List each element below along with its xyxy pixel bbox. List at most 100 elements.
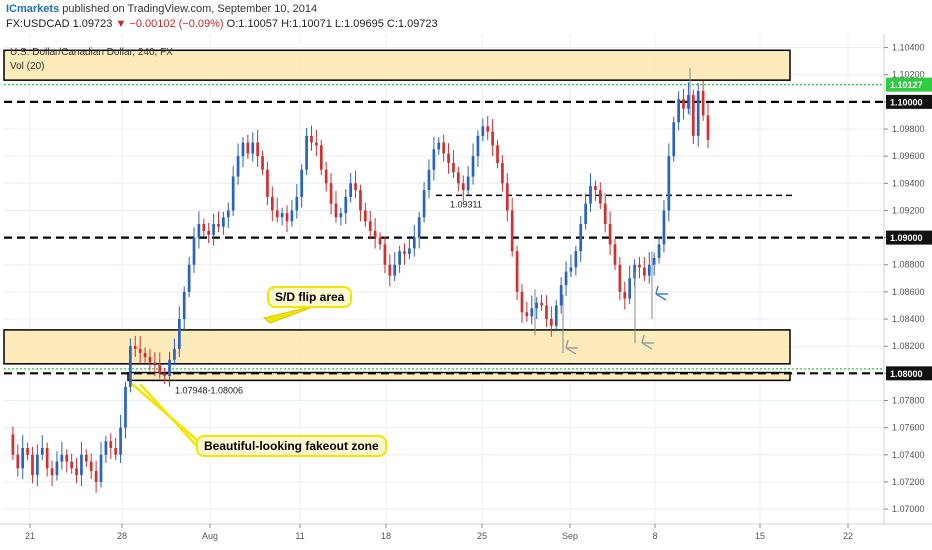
time-tick-label: 28: [117, 531, 127, 541]
candle-body: [564, 271, 568, 286]
candle-body: [554, 305, 558, 326]
candle-body: [584, 203, 587, 225]
candle-body: [231, 176, 235, 211]
candle-body: [613, 244, 617, 265]
candle-body: [452, 162, 455, 173]
candle-body: [26, 447, 29, 455]
candle-body: [261, 156, 264, 170]
sd-flip-pointer: [262, 304, 319, 324]
price-label: 1.10000: [890, 97, 923, 107]
price-tick-label: 1.09800: [892, 124, 925, 134]
price-tick-label: 1.10200: [892, 70, 925, 80]
candle-body: [187, 264, 191, 292]
candle-body: [21, 447, 25, 469]
candle-body: [466, 176, 470, 191]
symbol-line: FX:USDCAD 1.09723 ▼ −0.00102 (−0.09%) O:…: [6, 18, 438, 30]
candle-body: [638, 264, 641, 268]
time-tick-label: 25: [477, 531, 487, 541]
candle-body: [603, 203, 607, 225]
candle-body: [168, 359, 171, 377]
candle-body: [550, 319, 553, 326]
candle-body: [437, 142, 441, 150]
candle-body: [99, 454, 103, 482]
candle-body: [363, 210, 367, 222]
candle-body: [457, 172, 460, 184]
candle-body: [559, 285, 563, 306]
gray-arrow: [641, 334, 654, 350]
candle-body: [31, 454, 34, 476]
candle-body: [212, 224, 215, 235]
candle-body: [148, 357, 152, 363]
candle-body: [662, 210, 666, 245]
price-change: ▼ −0.00102 (−0.09%): [115, 18, 224, 30]
time-tick-label: 22: [843, 531, 853, 541]
price-label-box: [886, 230, 932, 245]
candle-body: [344, 196, 348, 214]
candle-body: [310, 135, 313, 143]
symbol: FX:USDCAD: [6, 18, 70, 30]
sd-flip-label: S/D flip area: [267, 286, 353, 308]
price-label: 1.08000: [890, 369, 923, 379]
candle-body: [594, 186, 597, 191]
time-axis: [0, 524, 932, 550]
candle-body: [383, 244, 387, 265]
candle-body: [222, 217, 225, 227]
candle-body: [11, 434, 15, 455]
candle-body: [515, 251, 519, 292]
candle-body: [486, 126, 490, 132]
candle-body: [158, 365, 162, 374]
chart-header: ICmarkets published on TradingView.com, …: [0, 0, 932, 34]
brand-name[interactable]: ICmarkets: [6, 3, 60, 15]
price-tick-label: 1.10400: [892, 43, 925, 53]
candle-body: [618, 264, 622, 292]
candle-body: [50, 468, 54, 476]
candle-body: [16, 454, 20, 469]
candle-body: [315, 142, 318, 146]
price-tick-label: 1.08800: [892, 260, 925, 270]
candle-body: [153, 362, 157, 366]
candle-body: [608, 224, 612, 245]
candle-body: [505, 183, 509, 211]
candle-body: [197, 224, 201, 238]
candle-body: [628, 278, 632, 299]
candle-body: [217, 224, 220, 227]
candle-body: [334, 203, 338, 218]
candle-body: [119, 427, 122, 455]
candle-body: [535, 302, 539, 309]
zone-2: [3, 329, 791, 365]
candle-body: [226, 210, 230, 218]
candle-body: [530, 308, 534, 317]
candle-body: [432, 149, 436, 170]
candle-body: [36, 454, 39, 476]
candle-body: [109, 441, 113, 448]
plot-background: [4, 34, 884, 524]
candle-body: [706, 115, 710, 140]
candle-body: [520, 291, 524, 313]
candle-body: [652, 257, 656, 265]
time-tick-label: 8: [652, 531, 657, 541]
candle-body: [378, 237, 382, 245]
candle-body: [589, 186, 592, 204]
price-tick-label: 1.07600: [892, 423, 925, 433]
candle-body: [173, 348, 176, 360]
candle-body: [138, 348, 142, 353]
time-tick-label: 11: [295, 531, 304, 541]
ohlc-values: O:1.10057 H:1.10071 L:1.09695 C:1.09723: [226, 18, 438, 30]
price-tick-label: 1.08600: [892, 287, 925, 297]
candle-body: [89, 461, 93, 472]
candle-body: [349, 183, 353, 197]
candle-body: [246, 142, 250, 154]
candle-body: [319, 145, 323, 170]
candle-body: [623, 291, 627, 299]
candle-body: [60, 454, 64, 462]
candle-body: [84, 454, 88, 462]
gray-arrow: [565, 339, 578, 355]
candle-body: [280, 213, 284, 218]
candle-body: [182, 291, 186, 320]
candle-body: [569, 267, 573, 272]
published-text: published on TradingView.com, September …: [59, 3, 318, 15]
blue-arrow: [655, 285, 668, 301]
price-tick-label: 1.08400: [892, 314, 925, 324]
price-label-box: [886, 366, 932, 381]
